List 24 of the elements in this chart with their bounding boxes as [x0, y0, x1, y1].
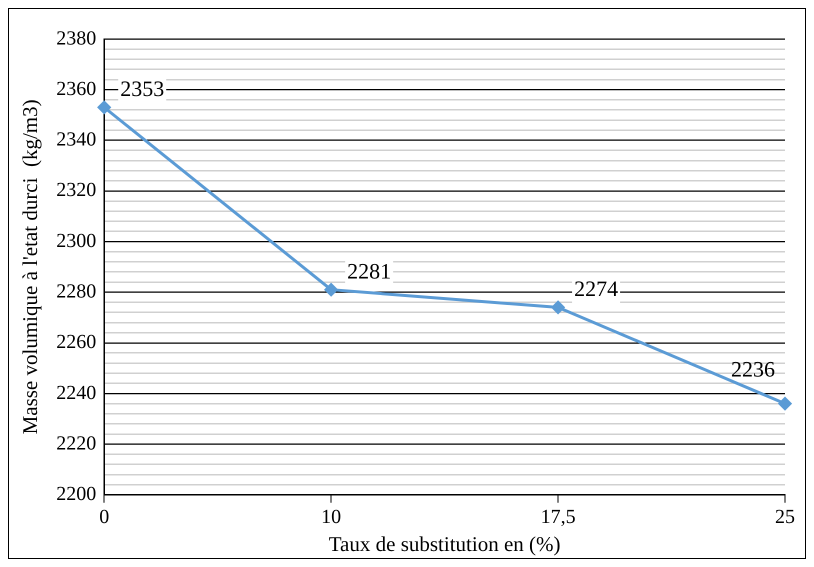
data-label: 2274	[574, 276, 618, 302]
data-label: 2281	[347, 258, 392, 284]
y-tick-label: 2260	[56, 331, 96, 354]
data-label: 2353	[120, 76, 164, 102]
point	[324, 283, 338, 296]
point	[552, 300, 565, 314]
y-axis-title: Masse volumique à l'etat durci (kg/m3)	[18, 99, 42, 434]
y-tick-label: 2340	[56, 128, 96, 151]
point	[98, 100, 111, 114]
x-tick-label: 0	[99, 506, 110, 528]
y-tick-label: 2360	[56, 78, 96, 100]
x-tick-label: 25	[775, 506, 795, 528]
x-tick-label: 17,5	[540, 506, 576, 528]
y-tick-label: 2220	[56, 432, 96, 454]
y-tick-label: 2200	[56, 483, 96, 506]
y-tick-label: 2380	[56, 27, 96, 50]
data-label: 2236	[731, 356, 775, 382]
point	[778, 397, 792, 410]
y-tick-label: 2320	[56, 179, 96, 202]
y-tick-label: 2280	[56, 280, 96, 302]
y-tick-label: 2240	[56, 382, 96, 404]
x-axis-title: Taux de substitution en (%)	[328, 532, 561, 556]
x-tick-label: 10	[321, 506, 342, 528]
y-tick-label: 2300	[56, 230, 96, 252]
